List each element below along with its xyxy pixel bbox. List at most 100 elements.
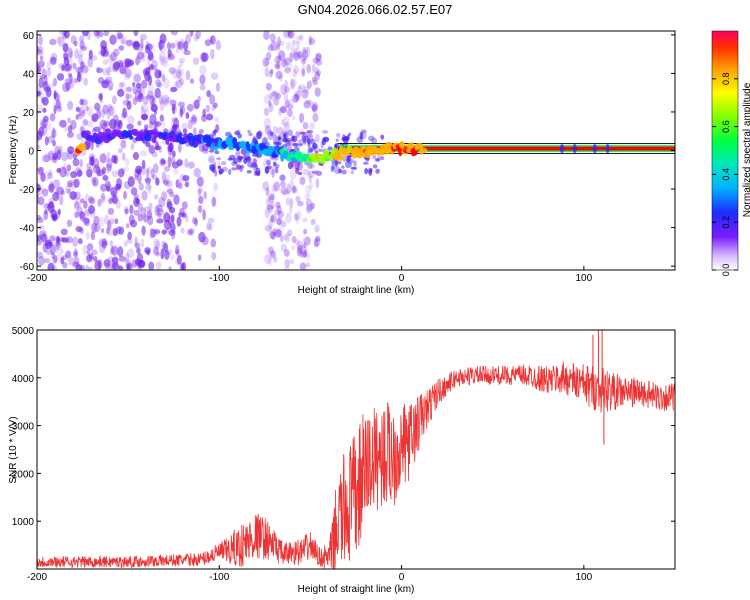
noise-blob xyxy=(155,177,160,186)
noise-blob xyxy=(149,228,155,234)
noise-blob xyxy=(47,67,51,77)
noise-blob xyxy=(40,64,45,74)
colorbar-tick-label: 0.4 xyxy=(721,168,731,181)
noise-blob xyxy=(102,59,109,65)
noise-blob xyxy=(81,65,89,74)
noise-blob xyxy=(185,70,191,81)
noise-blob xyxy=(109,34,117,45)
noise-blob xyxy=(158,40,163,52)
noise-blob xyxy=(59,119,67,128)
noise-blob xyxy=(179,207,185,216)
ridge-blob xyxy=(298,143,303,147)
noise-blob xyxy=(140,207,147,218)
noise-blob xyxy=(180,227,185,234)
noise-blob xyxy=(120,38,126,45)
noise-blob xyxy=(126,97,131,105)
noise-blob xyxy=(309,181,313,190)
noise-blob xyxy=(164,250,170,260)
noise-blob xyxy=(117,246,124,258)
noise-blob xyxy=(286,63,293,71)
ridge-blob xyxy=(306,129,314,134)
noise-blob xyxy=(106,158,113,169)
noise-blob xyxy=(263,135,268,146)
noise-blob xyxy=(271,200,275,209)
noise-blob xyxy=(62,254,68,261)
noise-blob xyxy=(275,60,281,71)
noise-blob xyxy=(198,187,204,193)
ridge-blob xyxy=(241,155,248,160)
noise-blob xyxy=(310,218,316,226)
noise-blob xyxy=(206,222,211,231)
noise-blob xyxy=(118,62,124,68)
noise-blob xyxy=(187,161,195,169)
noise-blob xyxy=(100,228,105,234)
noise-blob xyxy=(295,215,300,224)
noise-blob xyxy=(162,94,170,105)
noise-blob xyxy=(125,223,130,229)
ridge-point xyxy=(178,132,183,138)
noise-blob xyxy=(264,225,272,232)
noise-blob xyxy=(49,180,54,190)
noise-blob xyxy=(67,47,73,58)
noise-blob xyxy=(37,234,42,241)
noise-blob xyxy=(79,98,84,106)
noise-blob xyxy=(58,236,66,243)
noise-blob xyxy=(139,33,148,41)
noise-blob xyxy=(103,258,111,268)
noise-blob xyxy=(142,95,149,105)
ridge-blob xyxy=(217,165,222,169)
noise-blob xyxy=(153,246,159,256)
noise-blob xyxy=(37,90,41,97)
noise-blob xyxy=(202,209,206,221)
noise-blob xyxy=(143,212,147,223)
noise-blob xyxy=(312,79,319,86)
y-tick-label: 5000 xyxy=(12,326,35,337)
noise-blob xyxy=(302,168,310,176)
noise-blob xyxy=(277,217,283,226)
noise-blob xyxy=(77,71,81,83)
noise-blob xyxy=(168,266,172,270)
ridge-blob xyxy=(341,165,345,169)
ridge-blob xyxy=(362,161,369,165)
noise-blob xyxy=(136,44,144,52)
ridge-blob xyxy=(236,164,242,170)
noise-blob xyxy=(175,179,179,188)
noise-blob xyxy=(135,82,142,89)
noise-blob xyxy=(151,96,156,108)
noise-blob xyxy=(269,33,276,42)
ridge-blob xyxy=(231,161,238,167)
noise-blob xyxy=(124,68,132,79)
noise-blob xyxy=(194,218,198,227)
noise-blob xyxy=(189,228,195,236)
noise-blob xyxy=(197,188,202,197)
noise-blob xyxy=(93,31,99,37)
noise-blob xyxy=(149,113,157,125)
noise-blob xyxy=(123,240,128,247)
noise-blob xyxy=(282,234,289,241)
noise-blob xyxy=(187,227,195,234)
noise-blob xyxy=(46,203,52,210)
noise-blob xyxy=(270,68,274,74)
noise-blob xyxy=(289,178,294,190)
noise-blob xyxy=(314,87,321,97)
noise-blob xyxy=(297,251,305,258)
noise-blob xyxy=(179,107,184,118)
noise-blob xyxy=(63,56,70,66)
noise-blob xyxy=(66,219,73,228)
noise-blob xyxy=(186,103,194,112)
noise-blob xyxy=(141,190,148,201)
noise-blob xyxy=(160,156,165,165)
noise-blob xyxy=(74,77,78,84)
noise-blob xyxy=(81,109,86,117)
noise-blob xyxy=(146,210,153,220)
noise-blob xyxy=(90,222,98,234)
noise-blob xyxy=(75,106,80,112)
ridge-blob xyxy=(335,161,342,165)
ridge-point xyxy=(416,143,424,149)
ridge-blob xyxy=(209,164,216,172)
ridge-blob xyxy=(338,168,342,174)
colorbar-tick-label: 0.6 xyxy=(721,120,731,133)
noise-blob xyxy=(51,155,58,164)
noise-blob xyxy=(108,222,113,231)
noise-blob xyxy=(280,220,287,228)
